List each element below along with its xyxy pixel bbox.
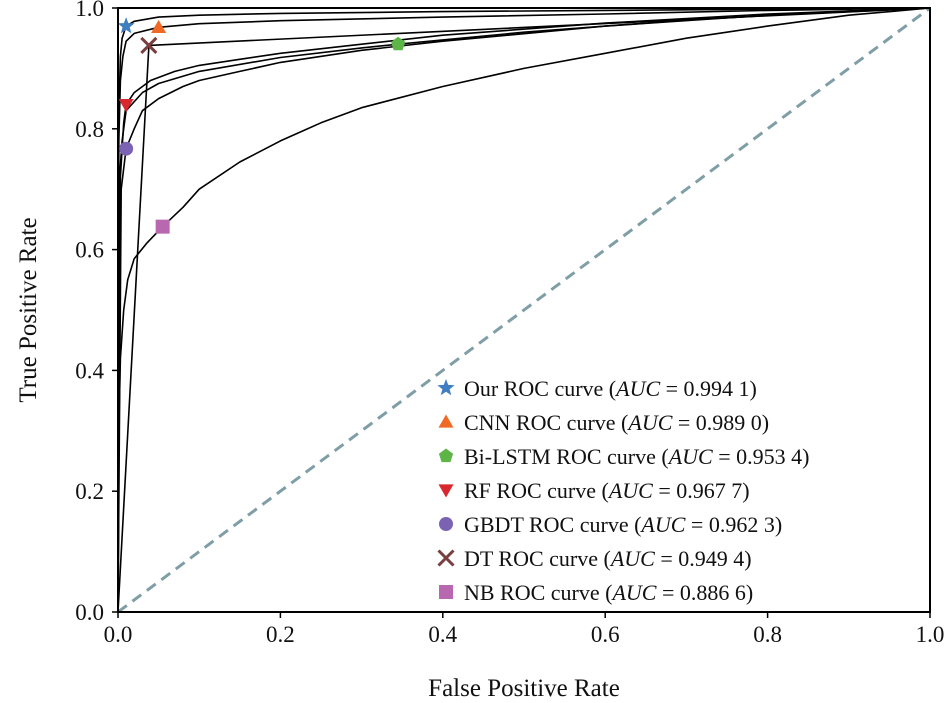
legend-marker-bi-lstm-roc-curve (438, 448, 454, 463)
legend-label-prefix: GBDT ROC curve ( (464, 512, 641, 537)
legend-marker-dt-roc-curve-stroke-b (437, 549, 455, 567)
x-tick-label: 0.4 (428, 622, 457, 647)
x-tick-label: 0.6 (591, 622, 620, 647)
marker-gbdt-roc-curve (119, 141, 134, 156)
legend-auc-value: = 0.953 4) (713, 444, 810, 469)
legend-auc-symbol: AUC (609, 546, 655, 571)
marker-dt-roc-curve-stroke-b (140, 36, 158, 55)
legend-label-dt-roc-curve: DT ROC curve (AUC = 0.949 4) (464, 546, 752, 571)
legend-label-prefix: DT ROC curve ( (464, 546, 611, 571)
marker-nb-roc-curve (155, 219, 170, 234)
legend-label-rf-roc-curve: RF ROC curve (AUC = 0.967 7) (464, 478, 750, 503)
legend-auc-value: = 0.886 6) (656, 580, 753, 605)
axis-ticks: 0.0 0.2 0.4 0.6 0.8 1.0 0.0 0.2 0.4 0.6 0.8 1.0 (75, 0, 944, 647)
roc-line-our-roc-curve (117, 7, 931, 613)
legend-marker-nb-roc-curve (439, 585, 453, 599)
legend-label-prefix: RF ROC curve ( (464, 478, 609, 503)
roc-line-gbdt-roc-curve (117, 7, 931, 613)
legend-label-prefix: Bi-LSTM ROC curve ( (464, 444, 669, 469)
legend-label-prefix: CNN ROC curve ( (464, 410, 628, 435)
legend-auc-symbol: AUC (614, 376, 660, 401)
marker-cnn-roc-curve (151, 19, 167, 33)
plot-frame (117, 7, 931, 613)
legend-auc-value: = 0.967 7) (653, 478, 750, 503)
marker-bi-lstm-roc-curve (391, 36, 406, 51)
marker-rf-roc-curve (118, 99, 134, 113)
legend-label-our-roc-curve: Our ROC curve (AUC = 0.994 1) (464, 376, 757, 401)
legend-auc-symbol: AUC (626, 410, 672, 435)
legend-marker-cnn-roc-curve (438, 414, 454, 428)
legend-label-prefix: NB ROC curve ( (464, 580, 612, 605)
y-axis-title: True Positive Rate (15, 217, 42, 402)
y-tick-label: 0.0 (75, 600, 104, 625)
legend-auc-value: = 0.989 0) (672, 410, 769, 435)
legend-auc-symbol: AUC (639, 512, 685, 537)
roc-line-nb-roc-curve (117, 7, 931, 613)
legend-label-gbdt-roc-curve: GBDT ROC curve (AUC = 0.962 3) (464, 512, 782, 537)
marker-dt-roc-curve (140, 36, 158, 55)
x-tick-label: 0.8 (753, 622, 782, 647)
marker-our-roc-curve (117, 17, 135, 34)
legend-label-cnn-roc-curve: CNN ROC curve (AUC = 0.989 0) (464, 410, 769, 435)
legend-label-bi-lstm-roc-curve: Bi-LSTM ROC curve (AUC = 0.953 4) (464, 444, 809, 469)
legend-auc-symbol: AUC (607, 478, 653, 503)
legend-auc-symbol: AUC (667, 444, 713, 469)
x-tick-label: 1.0 (916, 622, 945, 647)
legend-marker-our-roc-curve (437, 379, 455, 396)
x-axis-title: False Positive Rate (428, 675, 620, 702)
y-tick-label: 1.0 (75, 0, 104, 21)
legend-label-nb-roc-curve: NB ROC curve (AUC = 0.886 6) (464, 580, 753, 605)
roc-line-rf-roc-curve (117, 7, 931, 613)
legend-marker-rf-roc-curve (438, 484, 454, 498)
legend-auc-value: = 0.949 4) (655, 546, 752, 571)
y-tick-label: 0.2 (75, 479, 104, 504)
x-tick-label: 0.2 (266, 622, 295, 647)
legend-auc-value: = 0.962 3) (685, 512, 782, 537)
legend-auc-value: = 0.994 1) (660, 376, 757, 401)
x-tick-label: 0.0 (104, 622, 133, 647)
plot-area (117, 6, 931, 614)
legend-marker-dt-roc-curve (437, 549, 455, 567)
y-tick-label: 0.8 (75, 117, 104, 142)
y-tick-label: 0.4 (75, 358, 104, 383)
legend-marker-gbdt-roc-curve (439, 517, 453, 531)
legend-auc-symbol: AUC (610, 580, 656, 605)
legend-label-prefix: Our ROC curve ( (464, 376, 616, 401)
y-tick-label: 0.6 (75, 238, 104, 263)
legend: Our ROC curve (AUC = 0.994 1)CNN ROC cur… (437, 376, 809, 605)
diagonal-reference-line (117, 6, 931, 614)
